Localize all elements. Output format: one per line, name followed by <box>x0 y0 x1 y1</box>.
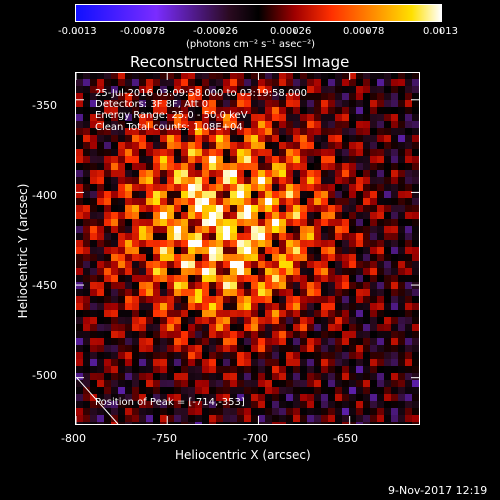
x-tick-label: -800 <box>61 432 86 445</box>
colorbar <box>75 4 442 22</box>
y-tick-label: -350 <box>32 99 57 112</box>
colorbar-tick-label: 0.00078 <box>343 26 385 37</box>
annotation-time: 25-Jul-2016 03:09:58.000 to 03:19:58.000 <box>95 88 307 99</box>
y-tick-label: -400 <box>32 189 57 202</box>
heatmap-image <box>76 72 419 424</box>
annotation-detectors: Detectors: 3F 8F, Att 0 <box>95 99 209 110</box>
y-tick-label: -500 <box>32 369 57 382</box>
y-axis-label: Heliocentric Y (arcsec) <box>16 183 30 319</box>
x-tick-label: -750 <box>152 432 177 445</box>
chart-title: Reconstructed RHESSI Image <box>130 53 350 71</box>
annotation-peak: Position of Peak = [-714,-353] <box>95 397 245 408</box>
x-tick-label: -650 <box>333 432 358 445</box>
colorbar-tick-label: -0.00026 <box>193 26 238 37</box>
colorbar-tick-label: 0.00026 <box>270 26 312 37</box>
footer-timestamp: 9-Nov-2017 12:19 <box>388 484 488 497</box>
annotation-clean: Clean Total counts: 1.08E+04 <box>95 122 243 133</box>
colorbar-unit-label: (photons cm⁻² s⁻¹ asec⁻²) <box>186 39 316 50</box>
colorbar-tick-label: 0.0013 <box>423 26 458 37</box>
colorbar-tick-label: -0.00078 <box>120 26 165 37</box>
y-tick-label: -450 <box>32 279 57 292</box>
limb-line <box>76 377 119 425</box>
annotation-energy: Energy Range: 25.0 - 50.0 keV <box>95 110 248 121</box>
colorbar-tick-label: -0.0013 <box>58 26 97 37</box>
x-tick-label: -700 <box>243 432 268 445</box>
x-axis-label: Heliocentric X (arcsec) <box>175 448 311 462</box>
colorbar-tick-marks <box>75 20 442 34</box>
